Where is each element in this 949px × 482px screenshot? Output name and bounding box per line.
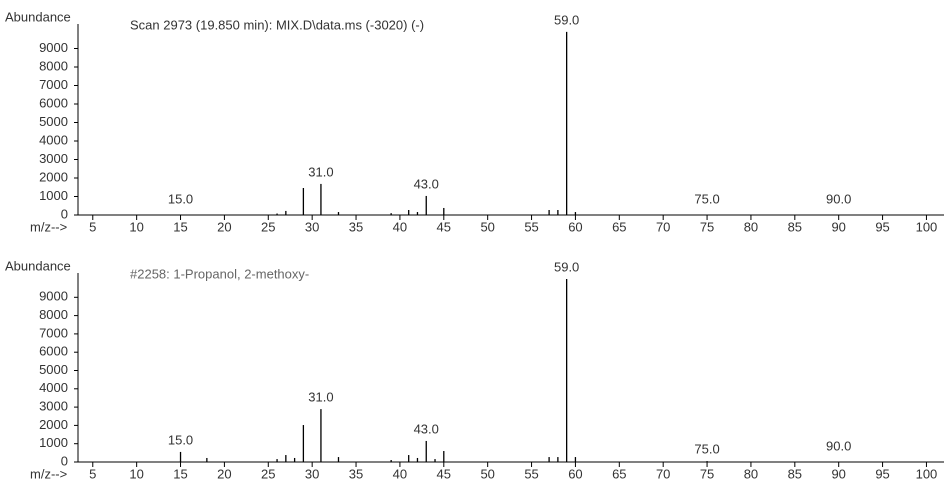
x-tick-label: 50 bbox=[480, 219, 494, 234]
peak-label: 43.0 bbox=[414, 421, 439, 436]
peak-label: 15.0 bbox=[168, 191, 193, 206]
x-axis-label: m/z--> bbox=[30, 466, 67, 481]
x-tick-label: 95 bbox=[875, 466, 889, 481]
x-tick-label: 95 bbox=[875, 219, 889, 234]
x-tick-label: 25 bbox=[261, 219, 275, 234]
x-tick-label: 15 bbox=[173, 466, 187, 481]
y-tick-label: 8000 bbox=[39, 58, 68, 73]
y-tick-label: 3000 bbox=[39, 151, 68, 166]
x-tick-label: 25 bbox=[261, 466, 275, 481]
x-tick-label: 90 bbox=[831, 219, 845, 234]
y-tick-label: 7000 bbox=[39, 77, 68, 92]
x-tick-label: 75 bbox=[700, 219, 714, 234]
y-tick-label: 8000 bbox=[39, 307, 68, 322]
x-tick-label: 5 bbox=[89, 466, 96, 481]
peak-label: 75.0 bbox=[694, 191, 719, 206]
x-tick-label: 20 bbox=[217, 466, 231, 481]
y-tick-label: 0 bbox=[61, 453, 68, 468]
peak-label: 31.0 bbox=[308, 164, 333, 179]
x-tick-label: 100 bbox=[916, 466, 938, 481]
y-tick-label: 3000 bbox=[39, 399, 68, 414]
y-tick-label: 6000 bbox=[39, 95, 68, 110]
chart-title: Scan 2973 (19.850 min): MIX.D\data.ms (-… bbox=[130, 17, 424, 32]
x-tick-label: 65 bbox=[612, 219, 626, 234]
peak-label: 43.0 bbox=[414, 176, 439, 191]
peak-label: 31.0 bbox=[308, 390, 333, 405]
x-tick-label: 50 bbox=[480, 466, 494, 481]
y-tick-label: 4000 bbox=[39, 132, 68, 147]
y-tick-label: 9000 bbox=[39, 289, 68, 304]
x-tick-label: 35 bbox=[349, 219, 363, 234]
peak-label: 15.0 bbox=[168, 432, 193, 447]
x-tick-label: 55 bbox=[524, 219, 538, 234]
x-tick-label: 35 bbox=[349, 466, 363, 481]
peak-label: 75.0 bbox=[694, 442, 719, 457]
y-tick-label: 2000 bbox=[39, 169, 68, 184]
x-tick-label: 15 bbox=[173, 219, 187, 234]
peak-label: 90.0 bbox=[826, 191, 851, 206]
x-tick-label: 75 bbox=[700, 466, 714, 481]
y-tick-label: 4000 bbox=[39, 380, 68, 395]
x-tick-label: 80 bbox=[744, 219, 758, 234]
x-tick-label: 65 bbox=[612, 466, 626, 481]
y-tick-label: 6000 bbox=[39, 344, 68, 359]
x-tick-label: 90 bbox=[831, 466, 845, 481]
x-tick-label: 55 bbox=[524, 466, 538, 481]
x-tick-label: 30 bbox=[305, 219, 319, 234]
x-tick-label: 85 bbox=[788, 219, 802, 234]
y-tick-label: 9000 bbox=[39, 40, 68, 55]
chart-title: #2258: 1-Propanol, 2-methoxy- bbox=[130, 266, 309, 281]
peak-label: 59.0 bbox=[554, 259, 579, 274]
x-tick-label: 45 bbox=[437, 219, 451, 234]
y-tick-label: 1000 bbox=[39, 435, 68, 450]
x-tick-label: 100 bbox=[916, 219, 938, 234]
x-tick-label: 80 bbox=[744, 466, 758, 481]
peak-label: 90.0 bbox=[826, 438, 851, 453]
y-tick-label: 7000 bbox=[39, 325, 68, 340]
x-tick-label: 45 bbox=[437, 466, 451, 481]
x-tick-label: 40 bbox=[393, 466, 407, 481]
x-tick-label: 20 bbox=[217, 219, 231, 234]
x-tick-label: 30 bbox=[305, 466, 319, 481]
x-tick-label: 60 bbox=[568, 466, 582, 481]
x-tick-label: 85 bbox=[788, 466, 802, 481]
y-axis-label: Abundance bbox=[5, 258, 71, 273]
x-tick-label: 40 bbox=[393, 219, 407, 234]
y-tick-label: 0 bbox=[61, 206, 68, 221]
x-tick-label: 70 bbox=[656, 466, 670, 481]
x-tick-label: 5 bbox=[89, 219, 96, 234]
y-tick-label: 1000 bbox=[39, 188, 68, 203]
x-tick-label: 10 bbox=[129, 466, 143, 481]
y-tick-label: 5000 bbox=[39, 362, 68, 377]
y-tick-label: 5000 bbox=[39, 114, 68, 129]
x-tick-label: 60 bbox=[568, 219, 582, 234]
x-tick-label: 10 bbox=[129, 219, 143, 234]
x-axis-label: m/z--> bbox=[30, 219, 67, 234]
x-tick-label: 70 bbox=[656, 219, 670, 234]
y-tick-label: 2000 bbox=[39, 417, 68, 432]
peak-label: 59.0 bbox=[554, 12, 579, 27]
y-axis-label: Abundance bbox=[5, 9, 71, 24]
